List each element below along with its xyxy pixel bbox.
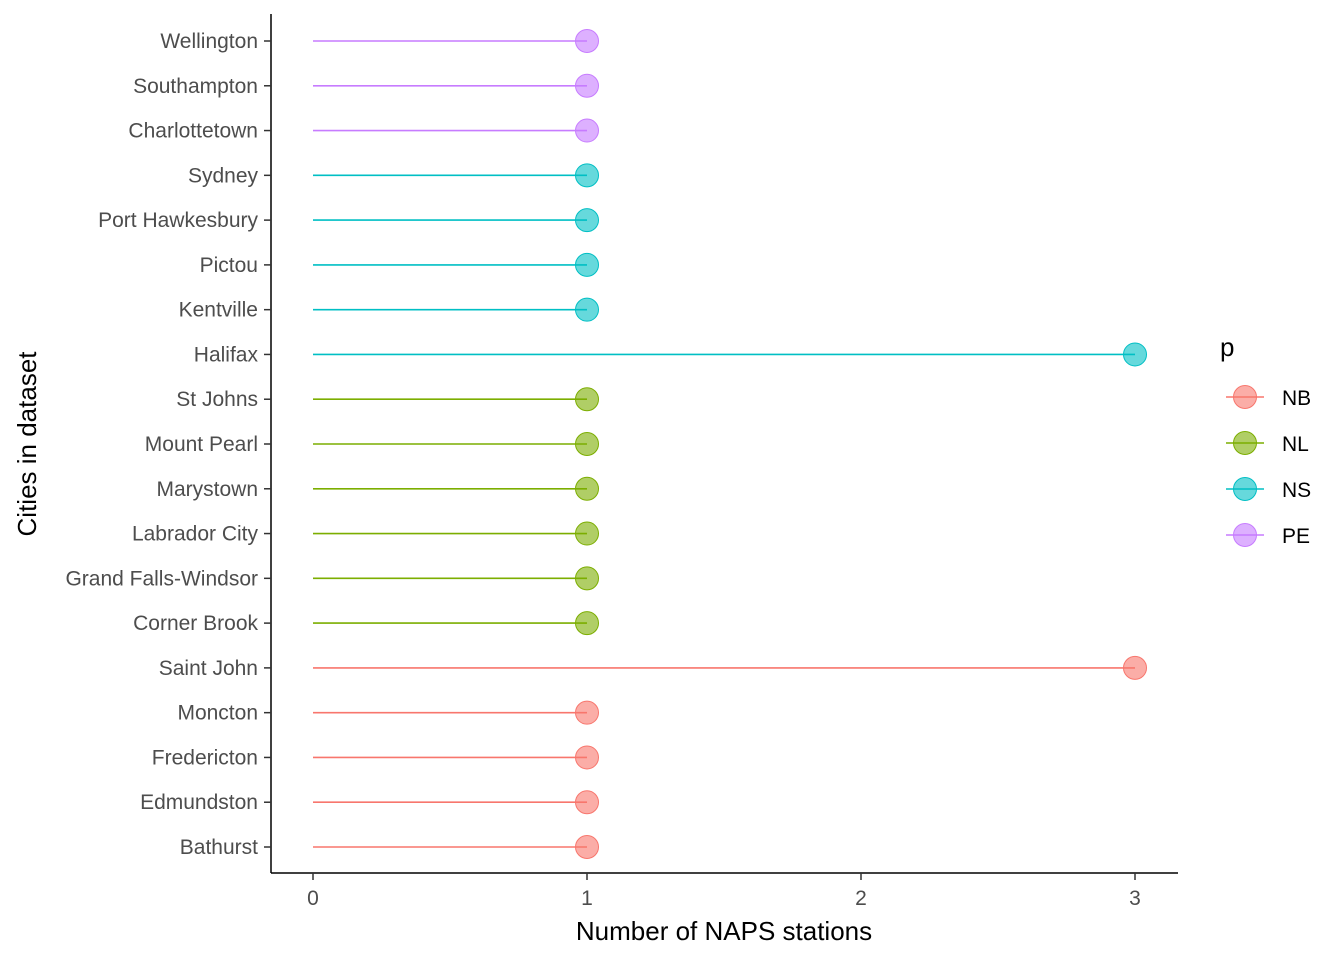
y-tick-label-marystown: Marystown [156,478,258,501]
y-tick-label-pictou: Pictou [200,254,258,277]
x-axis-title: Number of NAPS stations [576,916,872,946]
y-tick-label-fredericton: Fredericton [152,746,258,769]
y-tick-label-labrador-city: Labrador City [132,523,259,546]
point-marystown [575,476,599,501]
y-tick-label-saint-john: Saint John [159,657,258,680]
point-corner-brook [575,611,599,636]
x-tick-label-3: 3 [1129,887,1141,910]
point-southampton [575,73,599,98]
y-tick-label-bathurst: Bathurst [180,836,258,859]
x-tick-label-1: 1 [581,887,593,910]
legend: p NB NL NS PE [1220,332,1311,548]
point-mount-pearl [575,432,599,456]
y-tick-label-mount-pearl: Mount Pearl [145,433,258,456]
point-st-johns [575,387,599,412]
legend-label-ns: NS [1282,479,1311,502]
legend-label-pe: PE [1282,525,1310,548]
x-axis-ticks: 0 1 2 3 [307,873,1141,910]
y-axis-title: Cities in dataset [12,351,42,537]
legend-title: p [1220,332,1234,362]
point-edmundston [575,790,599,815]
point-labrador-city [575,521,599,546]
point-bathurst [575,835,599,859]
y-tick-label-grand-falls-windsor: Grand Falls-Windsor [65,567,258,590]
point-grand-falls-windsor [575,566,599,591]
point-port-hawkesbury [575,208,599,233]
legend-key-point-nb [1233,385,1257,409]
legend-key-point-nl [1233,431,1257,455]
x-tick-label-2: 2 [855,887,867,910]
point-kentville [575,297,599,322]
y-tick-label-port-hawkesbury: Port Hawkesbury [98,209,258,232]
point-moncton [575,700,599,725]
legend-label-nb: NB [1282,387,1311,410]
point-saint-john [1123,655,1147,680]
point-wellington [575,29,599,53]
plot-area [313,29,1147,859]
point-charlottetown [575,118,599,143]
y-axis-ticks: Bathurst Edmundston Fredericton Moncton Sain… [65,30,271,859]
y-tick-label-edmundston: Edmundston [140,791,258,814]
legend-key-point-pe [1233,523,1257,547]
y-tick-label-sydney: Sydney [188,164,259,187]
point-halifax [1123,342,1147,367]
y-tick-label-halifax: Halifax [194,343,259,366]
legend-label-nl: NL [1282,433,1309,456]
point-pictou [575,252,599,277]
y-tick-label-kentville: Kentville [179,299,258,322]
y-tick-label-st-johns: St Johns [176,388,258,411]
y-tick-label-corner-brook: Corner Brook [133,612,258,635]
y-tick-label-southampton: Southampton [133,75,258,98]
y-tick-label-wellington: Wellington [160,30,258,53]
point-fredericton [575,745,599,770]
y-tick-label-charlottetown: Charlottetown [128,120,258,143]
legend-key-point-ns [1233,477,1257,501]
point-sydney [575,163,599,188]
y-tick-label-moncton: Moncton [177,702,258,725]
x-tick-label-0: 0 [307,887,319,910]
